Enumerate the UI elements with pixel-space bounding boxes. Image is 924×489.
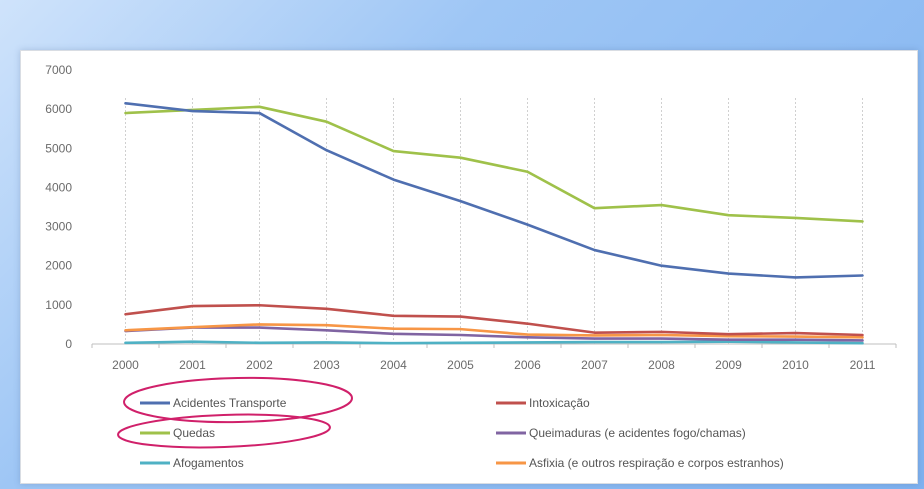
y-tick-label: 1000	[45, 298, 72, 312]
x-tick-label: 2006	[514, 358, 541, 372]
x-tick-label: 2003	[313, 358, 340, 372]
legend-label: Acidentes Transporte	[173, 396, 287, 410]
series-line	[124, 340, 864, 345]
x-tick-label: 2007	[581, 358, 608, 372]
x-tick-label: 2011	[850, 358, 876, 372]
y-tick-label: 3000	[45, 220, 72, 234]
series-line	[124, 323, 864, 339]
x-tick-label: 2008	[648, 358, 675, 372]
annotations	[117, 376, 353, 449]
x-tick-label: 2001	[179, 358, 206, 372]
legend-label: Afogamentos	[173, 456, 244, 470]
series-line	[124, 326, 864, 342]
y-tick-label: 7000	[45, 63, 72, 77]
series-line	[124, 303, 864, 337]
legend-label: Intoxicação	[529, 396, 590, 410]
x-axis-ticks: 2000 2001 2002 2003 2004 2005 2006 2007 2008 2009…	[91, 344, 897, 372]
x-tick-label: 2009	[715, 358, 742, 372]
x-tick-label: 2002	[246, 358, 273, 372]
legend-label: Asfixia (e outros respiração e corpos es…	[529, 456, 784, 470]
y-tick-label: 6000	[45, 102, 72, 116]
y-axis-ticks: 0 1000 2000 3000 4000 5000 6000 7000	[45, 63, 72, 351]
series-line	[124, 101, 864, 279]
legend-label: Quedas	[173, 426, 215, 440]
y-tick-label: 2000	[45, 259, 72, 273]
x-tick-label: 2010	[782, 358, 809, 372]
x-tick-label: 2004	[380, 358, 407, 372]
x-tick-label: 2000	[112, 358, 139, 372]
legend-label: Queimaduras (e acidentes fogo/chamas)	[529, 426, 746, 440]
x-tick-label: 2005	[447, 358, 474, 372]
annotation-circle	[123, 376, 353, 424]
series-lines	[124, 101, 864, 345]
chart-frame	[20, 50, 918, 484]
y-tick-label: 4000	[45, 180, 72, 194]
annotation-circle	[117, 413, 331, 449]
y-tick-label: 5000	[45, 141, 72, 155]
legend: Acidentes Transporte Intoxicação Quedas Que…	[140, 396, 784, 470]
grid-lines	[125, 98, 863, 344]
y-tick-label: 0	[65, 337, 72, 351]
series-line	[124, 105, 864, 223]
